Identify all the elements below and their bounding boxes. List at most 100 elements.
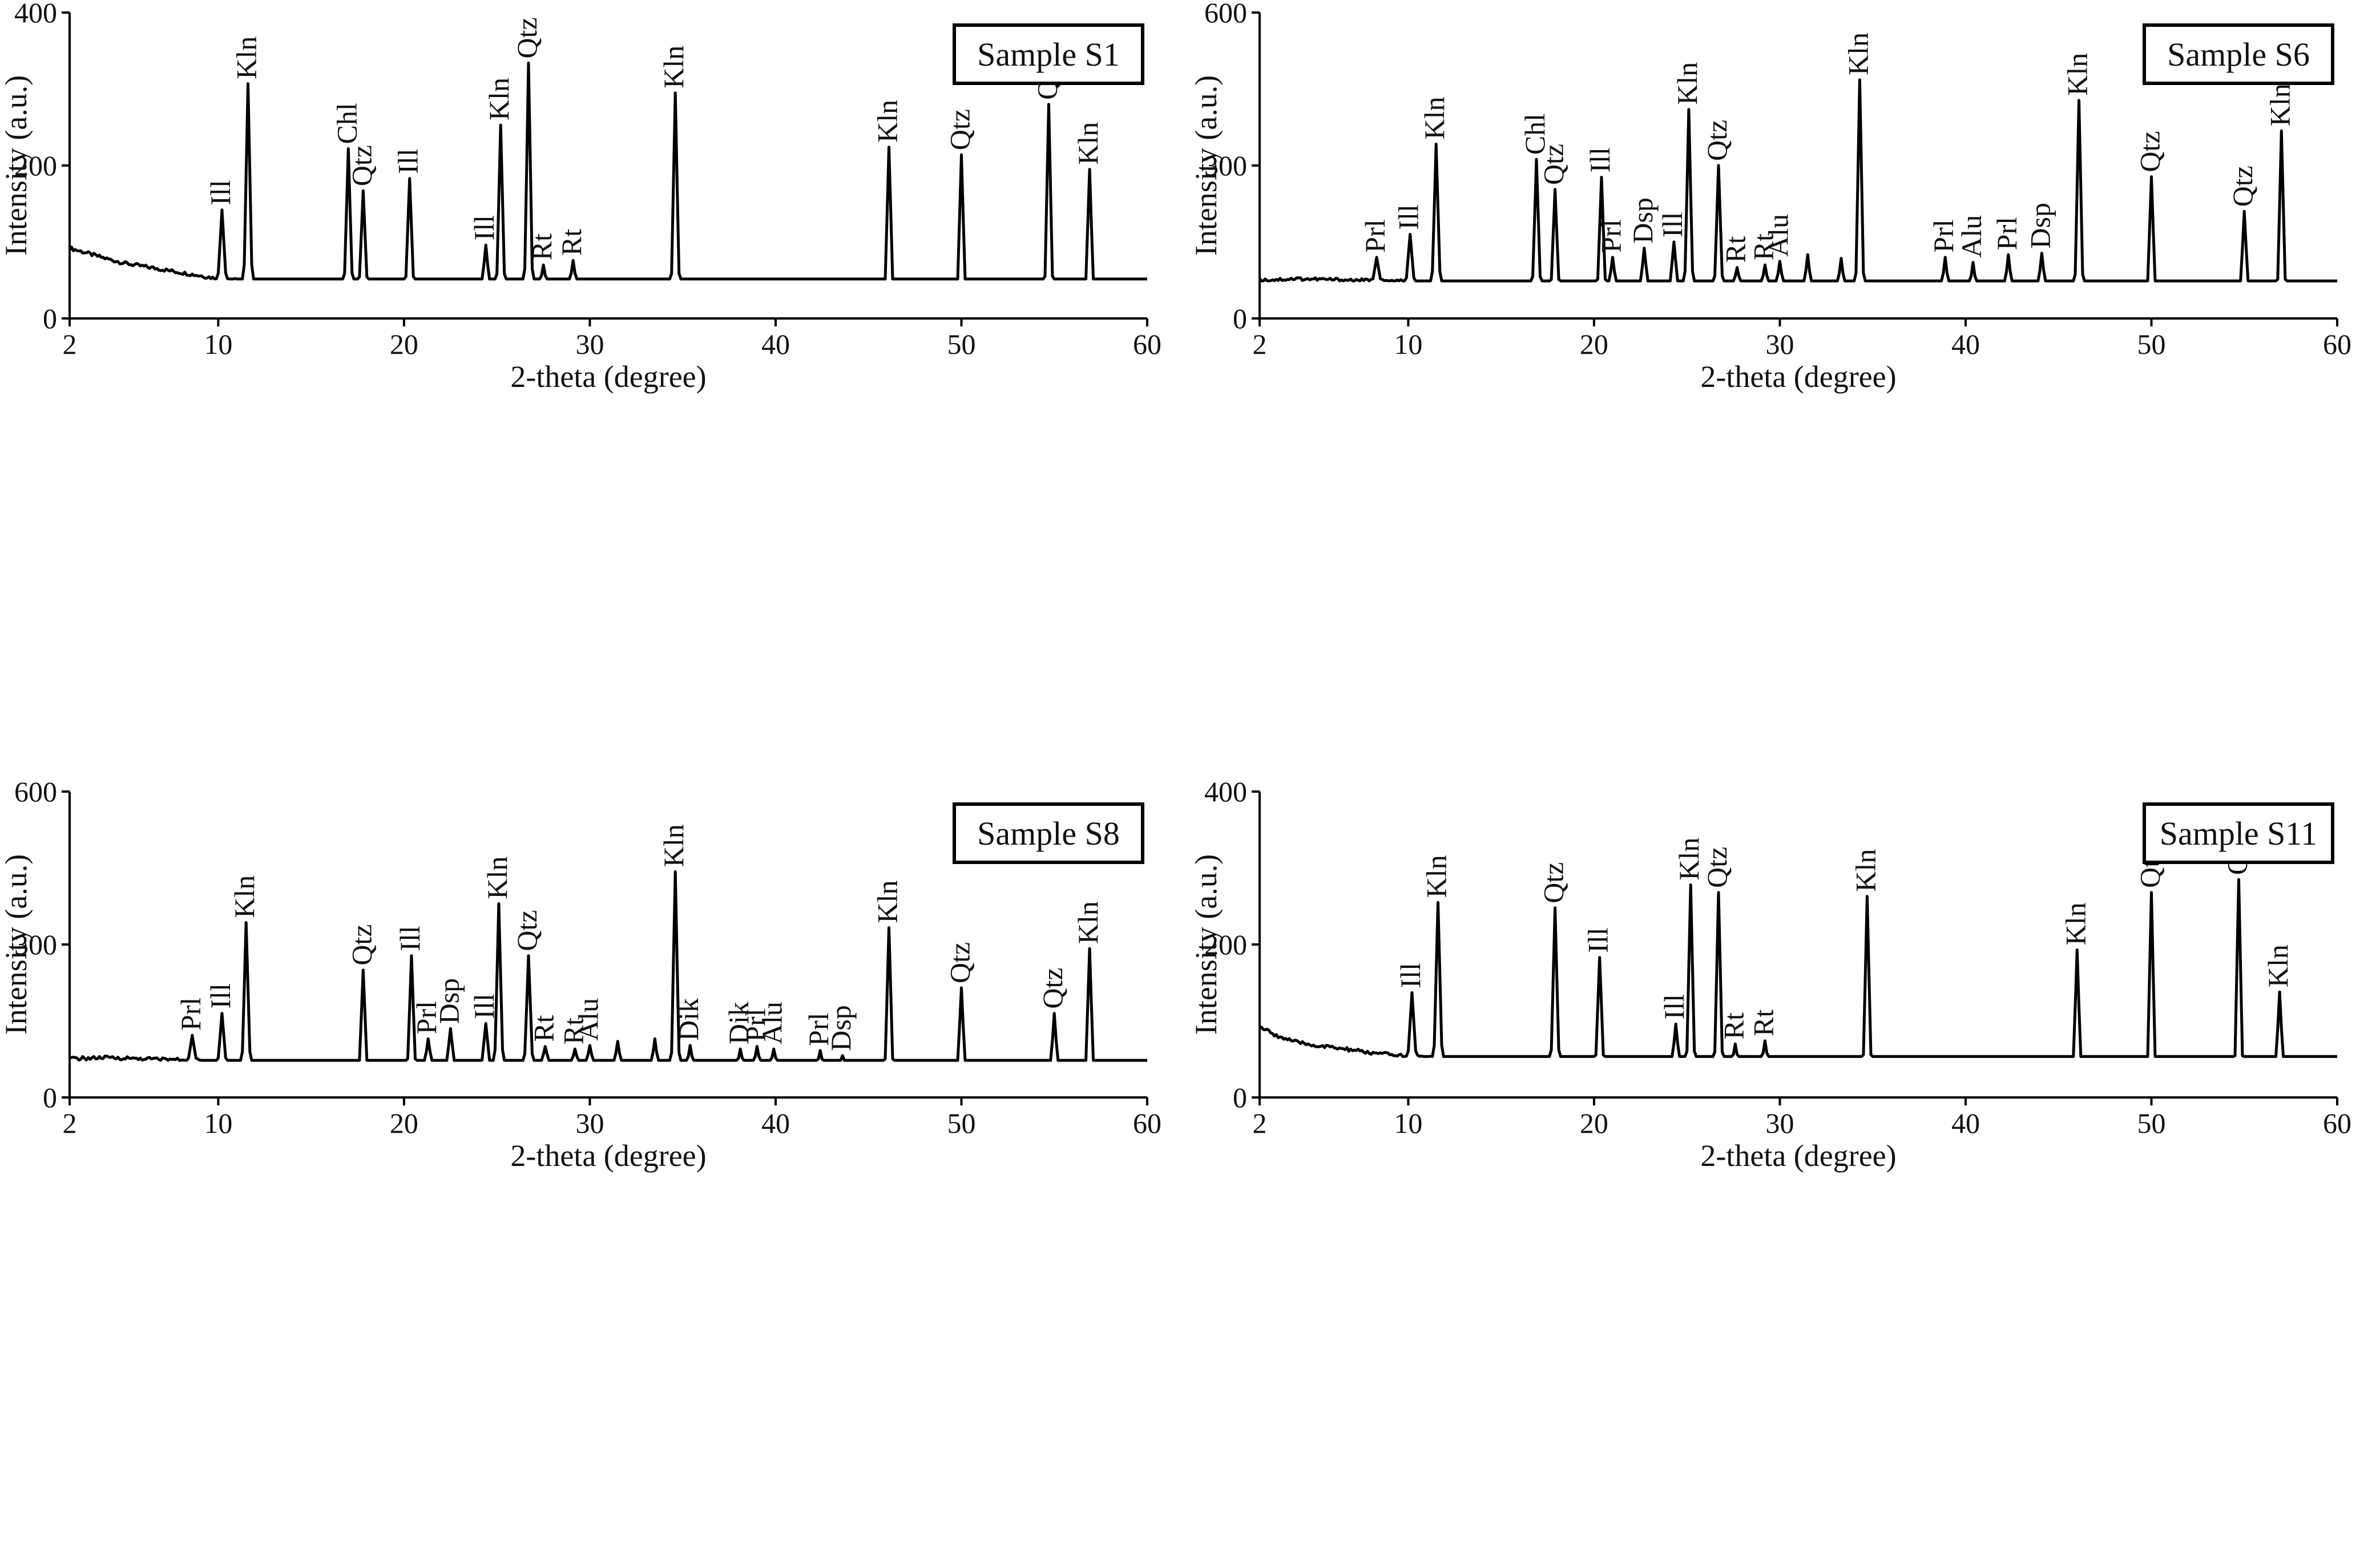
x-tick-label: 60 bbox=[2323, 1107, 2351, 1139]
peak-point bbox=[527, 955, 530, 957]
peak-point bbox=[2150, 891, 2152, 894]
peak-label: Ill bbox=[1582, 927, 1614, 952]
peak-point bbox=[960, 987, 962, 989]
x-tick-label: 10 bbox=[204, 328, 232, 360]
y-axis-title: Intensity (a.u.) bbox=[0, 854, 33, 1035]
peak-point bbox=[347, 148, 349, 150]
peak-label: Kln bbox=[2262, 945, 2294, 987]
chart-panel-s6: 2 10 20 30 40 50 60 0 300 600 2-theta (degree) Inte… bbox=[1190, 0, 2380, 779]
y-tick-label: 200 bbox=[14, 150, 57, 181]
peak-label: Qtz bbox=[1538, 862, 1570, 903]
x-tick-label: 30 bbox=[1765, 328, 1794, 360]
peak-point bbox=[888, 146, 890, 148]
peak-point bbox=[572, 259, 574, 261]
y-tick-label: 400 bbox=[14, 0, 57, 29]
y-tick-label: 0 bbox=[1233, 302, 1247, 334]
peak-point bbox=[544, 1046, 546, 1048]
peak-label: Dik bbox=[672, 998, 704, 1041]
peak-label: Kln bbox=[1671, 62, 1703, 105]
peak-point bbox=[2076, 948, 2078, 951]
peak-point bbox=[616, 1040, 619, 1043]
peak-point bbox=[1599, 956, 1601, 959]
sample-legend-box bbox=[953, 802, 1144, 864]
peak-point bbox=[756, 1046, 758, 1048]
peak-point bbox=[1535, 158, 1538, 160]
xrd-pattern-line bbox=[68, 61, 1147, 281]
peak-point bbox=[221, 209, 223, 211]
peak-label: Kln bbox=[2264, 83, 2296, 126]
peak-label: Ill bbox=[1656, 212, 1688, 237]
x-tick-label: 10 bbox=[204, 1107, 232, 1139]
peak-point bbox=[773, 1048, 775, 1050]
x-tick-label: 50 bbox=[2137, 1107, 2165, 1139]
sample-legend-box bbox=[2143, 23, 2334, 85]
x-tick-label: 20 bbox=[1580, 328, 1608, 360]
peak-label: Kln bbox=[2062, 53, 2093, 96]
x-tick-label: 40 bbox=[761, 1107, 790, 1139]
peak-label: Qtz bbox=[943, 942, 975, 983]
peak-point bbox=[960, 154, 962, 156]
peak-label: Kln bbox=[1849, 849, 1881, 892]
peak-point bbox=[674, 870, 676, 873]
peak-label: Rt bbox=[557, 1018, 589, 1044]
peak-label: Qtz bbox=[345, 145, 377, 186]
peak-point bbox=[485, 244, 487, 246]
peak-point bbox=[1688, 108, 1690, 111]
peak-point bbox=[2007, 253, 2010, 256]
peak-point bbox=[1806, 253, 1809, 256]
peak-label: Qtz bbox=[511, 910, 543, 951]
peak-label: Rt bbox=[555, 229, 587, 256]
x-tick-label: 20 bbox=[390, 328, 418, 360]
y-tick-label: 400 bbox=[1204, 779, 1247, 808]
sample-title: Sample S6 bbox=[2167, 36, 2310, 73]
peak-label: Rt bbox=[527, 1015, 559, 1042]
peak-point bbox=[689, 1044, 691, 1047]
peak-label: Kln bbox=[872, 100, 903, 143]
peak-point bbox=[245, 922, 247, 924]
peak-point bbox=[1047, 103, 1050, 106]
sample-title: Sample S1 bbox=[977, 36, 1120, 73]
peak-label: Kln bbox=[1673, 837, 1705, 880]
peak-label: Qtz bbox=[1538, 144, 1570, 185]
x-tick-label: 20 bbox=[1580, 1107, 1608, 1139]
peak-point bbox=[841, 1055, 844, 1057]
y-tick-label: 200 bbox=[1204, 929, 1247, 960]
y-tick-label: 0 bbox=[43, 302, 57, 334]
x-tick-label: 2 bbox=[1253, 328, 1267, 360]
y-tick-label: 600 bbox=[14, 779, 57, 808]
y-tick-label: 600 bbox=[1204, 0, 1247, 29]
peak-point bbox=[191, 1034, 193, 1036]
peak-label: Kln bbox=[1842, 33, 1874, 75]
x-tick-label: 10 bbox=[1394, 1107, 1422, 1139]
peak-label: Rt bbox=[1717, 1012, 1749, 1039]
xrd-pattern-line bbox=[1258, 78, 2337, 282]
x-tick-label: 40 bbox=[761, 328, 790, 360]
peak-point bbox=[2040, 252, 2043, 255]
x-tick-label: 40 bbox=[1951, 1107, 1980, 1139]
x-tick-label: 60 bbox=[1133, 328, 1161, 360]
peak-point bbox=[1717, 891, 1720, 894]
peak-point bbox=[1840, 257, 1842, 260]
peak-label: Qtz bbox=[511, 17, 543, 58]
peak-label: Rt bbox=[1747, 1009, 1779, 1036]
peak-label: Prl bbox=[1595, 219, 1627, 252]
sample-legend-box bbox=[953, 23, 1144, 85]
chart-panel-s8: 2 10 20 30 40 50 60 0 300 600 2-theta (degree) Inte… bbox=[0, 779, 1190, 1558]
peak-point bbox=[427, 1038, 429, 1040]
x-tick-label: 50 bbox=[2137, 328, 2165, 360]
peak-point bbox=[1944, 256, 1946, 259]
peak-point bbox=[247, 83, 249, 85]
peak-point bbox=[485, 1022, 487, 1024]
peak-label: Ill bbox=[204, 180, 236, 205]
x-tick-label: 40 bbox=[1951, 328, 1980, 360]
peak-label: Alu bbox=[572, 998, 604, 1041]
peak-label: Dsp bbox=[433, 978, 465, 1024]
peak-point bbox=[1764, 1040, 1766, 1042]
x-tick-label: 60 bbox=[1133, 1107, 1161, 1139]
peak-point bbox=[1409, 233, 1411, 236]
x-tick-label: 30 bbox=[575, 1107, 604, 1139]
peak-point bbox=[888, 927, 890, 929]
peak-label: Qtz bbox=[2226, 166, 2258, 207]
